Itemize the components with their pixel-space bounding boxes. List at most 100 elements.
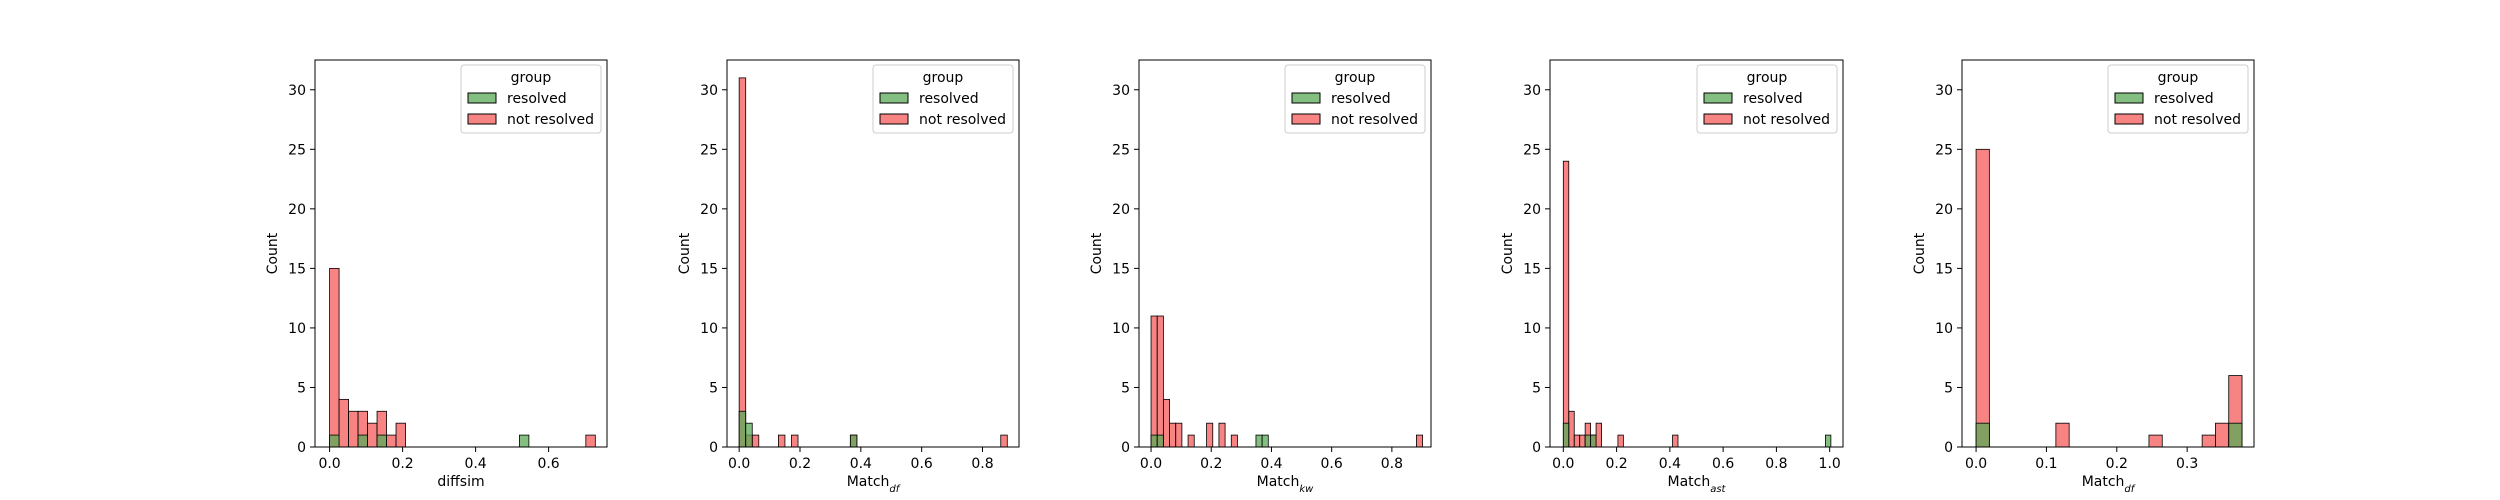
y-tick-label-1: 0 xyxy=(1121,440,1130,456)
bar-resolved-2 xyxy=(1584,434,1592,448)
legend-title: group xyxy=(1747,70,1788,86)
bar-not-resolved-2 xyxy=(338,398,349,448)
x-axis-label: Matchdf xyxy=(847,474,901,495)
bar-not-resolved-3 xyxy=(2148,434,2163,448)
legend-swatch-not-resolved xyxy=(879,113,909,125)
bar-resolved-3 xyxy=(849,434,858,448)
legend-swatch-resolved xyxy=(879,92,909,104)
axes-frame xyxy=(1138,59,1432,448)
y-tick-label-5: 20 xyxy=(1935,202,1953,218)
x-tick-label-3: 0.2 xyxy=(2106,456,2128,472)
bar-not-resolved-7 xyxy=(1206,422,1214,448)
x-tick-label-2: 0.2 xyxy=(1605,456,1627,472)
legend-label-resolved: resolved xyxy=(1743,91,1803,107)
bar-resolved-1 xyxy=(738,410,747,448)
bar-not-resolved-9 xyxy=(1672,434,1679,448)
y-tick-label-7: 30 xyxy=(288,83,306,99)
legend-swatch-resolved xyxy=(1703,92,1733,104)
y-tick-label-5: 20 xyxy=(700,202,718,218)
axes-frame xyxy=(1549,59,1844,448)
legend: group resolved not resolved xyxy=(1284,64,1426,134)
y-tick-label-6: 25 xyxy=(700,142,718,158)
bar-resolved-1 xyxy=(1975,422,1990,448)
bar-not-resolved-5 xyxy=(791,434,799,448)
y-tick-label-1: 0 xyxy=(1532,440,1541,456)
x-tick-label-4: 0.6 xyxy=(911,456,933,472)
bar-not-resolved-4 xyxy=(1579,434,1586,448)
x-tick-label-2: 0.2 xyxy=(789,456,811,472)
y-tick-label-6: 25 xyxy=(1523,142,1541,158)
y-tick-label-7: 30 xyxy=(1523,83,1541,99)
y-tick-label-3: 10 xyxy=(1523,321,1541,337)
legend-swatch-resolved xyxy=(467,92,497,104)
bar-not-resolved-7 xyxy=(1000,434,1008,448)
x-tick-label-4: 0.3 xyxy=(2176,456,2198,472)
bar-not-resolved-3 xyxy=(348,410,359,448)
y-tick-label-3: 10 xyxy=(700,321,718,337)
legend-label-resolved: resolved xyxy=(919,91,979,107)
histogram-panel-4: 0.0 0.2 0.4 0.6 0.8 1.0 0 5 10 15 20 25 30 Matchast Co… xyxy=(1500,59,1844,495)
x-tick-label-3: 0.4 xyxy=(850,456,872,472)
bar-resolved-1 xyxy=(1562,422,1570,448)
x-tick-label-3: 0.4 xyxy=(1260,456,1282,472)
y-tick-label-3: 10 xyxy=(1935,321,1953,337)
x-axis-label: diffsim xyxy=(437,474,484,490)
y-tick-label-2: 5 xyxy=(1944,380,1953,396)
legend-title: group xyxy=(1335,70,1376,86)
y-tick-label-7: 30 xyxy=(700,83,718,99)
legend-label-not-resolved: not resolved xyxy=(1331,112,1418,128)
legend-swatch-not-resolved xyxy=(1703,113,1733,125)
y-tick-label-4: 15 xyxy=(700,261,718,277)
y-tick-label-1: 0 xyxy=(709,440,718,456)
y-tick-label-7: 30 xyxy=(1935,83,1953,99)
y-tick-label-1: 0 xyxy=(297,440,306,456)
x-tick-label-3: 0.4 xyxy=(1659,456,1681,472)
bar-not-resolved-7 xyxy=(386,434,397,448)
bar-not-resolved-8 xyxy=(395,422,406,448)
x-axis-label: Matchkw xyxy=(1257,474,1315,495)
bar-not-resolved-5 xyxy=(2215,422,2230,448)
x-tick-label-6: 1.0 xyxy=(1819,456,1841,472)
bar-resolved-2 xyxy=(745,422,753,448)
bar-not-resolved-7 xyxy=(1595,422,1602,448)
x-tick-label-5: 0.8 xyxy=(971,456,993,472)
bar-resolved-3 xyxy=(1255,434,1263,448)
axes-frame xyxy=(1961,59,2255,448)
y-axis-label: Count xyxy=(1912,232,1928,274)
bar-not-resolved-1 xyxy=(1562,160,1570,448)
bar-not-resolved-2 xyxy=(1156,315,1164,448)
bar-not-resolved-1 xyxy=(738,77,747,448)
bar-resolved-1 xyxy=(329,434,340,448)
legend-title: group xyxy=(511,70,552,86)
legend-title: group xyxy=(923,70,964,86)
bar-not-resolved-8 xyxy=(1617,434,1624,448)
y-tick-label-7: 30 xyxy=(1112,83,1130,99)
y-tick-label-6: 25 xyxy=(1935,142,1953,158)
histogram-panel-5: 0.0 0.1 0.2 0.3 0 5 10 15 20 25 30 Matchdf Count grou… xyxy=(1912,59,2255,495)
x-tick-label-2: 0.2 xyxy=(1200,456,1222,472)
bar-resolved-3 xyxy=(376,434,387,448)
bar-not-resolved-4 xyxy=(2201,434,2216,448)
x-tick-label-4: 0.6 xyxy=(537,456,559,472)
histogram-panel-2: 0.0 0.2 0.4 0.6 0.8 0 5 10 15 20 25 30 Matchdf Count g… xyxy=(677,59,1020,495)
x-tick-label-4: 0.6 xyxy=(1712,456,1734,472)
bar-resolved-4 xyxy=(519,434,530,448)
bar-resolved-4 xyxy=(1261,434,1269,448)
bar-not-resolved-3 xyxy=(1573,434,1581,448)
bar-resolved-1 xyxy=(1150,434,1158,448)
legend-label-not-resolved: not resolved xyxy=(919,112,1006,128)
legend-label-not-resolved: not resolved xyxy=(507,112,594,128)
y-tick-label-4: 15 xyxy=(1523,261,1541,277)
y-tick-label-2: 5 xyxy=(297,380,306,396)
y-tick-label-1: 0 xyxy=(1944,440,1953,456)
legend-swatch-resolved xyxy=(2114,92,2144,104)
x-tick-label-3: 0.4 xyxy=(464,456,486,472)
y-tick-label-2: 5 xyxy=(1121,380,1130,396)
legend-label-resolved: resolved xyxy=(1331,91,1391,107)
y-tick-label-6: 25 xyxy=(1112,142,1130,158)
y-axis-label: Count xyxy=(677,232,693,274)
legend-label-not-resolved: not resolved xyxy=(1743,112,1830,128)
y-tick-label-3: 10 xyxy=(1112,321,1130,337)
axes-frame xyxy=(314,59,608,448)
